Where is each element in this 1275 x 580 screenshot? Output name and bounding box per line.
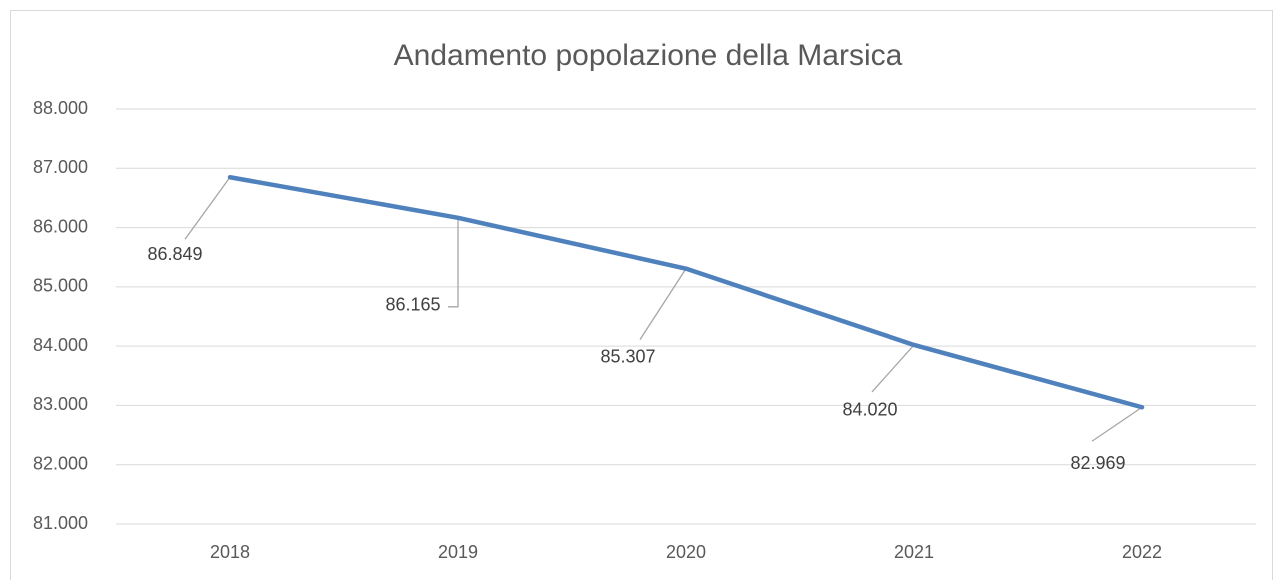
data-label: 86.165 xyxy=(385,295,440,315)
y-tick-label: 83.000 xyxy=(33,394,88,414)
y-tick-label: 87.000 xyxy=(33,157,88,177)
data-label: 84.020 xyxy=(842,400,897,420)
chart-title: Andamento popolazione della Marsica xyxy=(394,39,903,72)
x-tick-label: 2020 xyxy=(666,542,706,562)
chart-border xyxy=(10,10,1273,580)
leader-line xyxy=(639,268,687,341)
leader-line xyxy=(871,344,915,393)
line-series xyxy=(227,174,1145,410)
leader-line xyxy=(1091,406,1143,442)
leader-line xyxy=(184,176,231,240)
x-tick-label: 2019 xyxy=(438,542,478,562)
y-tick-label: 85.000 xyxy=(33,276,88,296)
y-tick-label: 84.000 xyxy=(33,335,88,355)
x-tick-label: 2022 xyxy=(1122,542,1162,562)
data-label: 86.849 xyxy=(147,244,202,264)
y-tick-label: 82.000 xyxy=(33,453,88,473)
x-tick-label: 2021 xyxy=(894,542,934,562)
data-label: 82.969 xyxy=(1070,453,1125,473)
x-tick-label: 2018 xyxy=(210,542,250,562)
y-tick-label: 81.000 xyxy=(33,513,88,533)
leader-line xyxy=(448,217,459,308)
y-tick-label: 88.000 xyxy=(33,98,88,118)
y-tick-label: 86.000 xyxy=(33,216,88,236)
data-label: 85.307 xyxy=(600,346,655,366)
